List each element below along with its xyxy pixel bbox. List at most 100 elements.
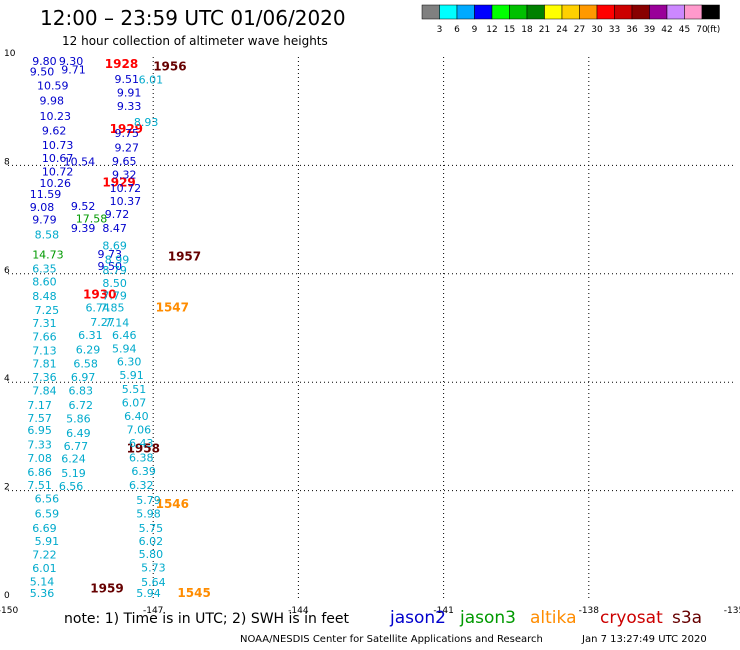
wave-height-label: 5.51 bbox=[122, 383, 146, 396]
color-scale-label: 9 bbox=[472, 25, 478, 35]
wave-height-label: 9.62 bbox=[42, 125, 67, 138]
x-tick-label: -150 bbox=[0, 606, 18, 616]
wave-height-label: 9.65 bbox=[112, 155, 137, 168]
wave-height-label: 9.50 bbox=[98, 260, 123, 273]
x-tick-label: -138 bbox=[579, 606, 600, 616]
wave-height-label: 6.74 bbox=[85, 302, 110, 315]
color-scale-label: 33 bbox=[609, 25, 620, 35]
wave-height-label: 10.67 bbox=[42, 152, 74, 165]
wave-height-label: 6.38 bbox=[129, 451, 154, 464]
wave-height-label: 6.40 bbox=[124, 410, 149, 423]
wave-height-label: 7.33 bbox=[27, 438, 52, 451]
y-tick-label: 8 bbox=[4, 157, 10, 167]
wave-height-label: 6.86 bbox=[27, 466, 52, 479]
pass-time-label: 1546 bbox=[156, 497, 189, 511]
wave-height-label: 7.51 bbox=[27, 479, 52, 492]
wave-height-label: 7.25 bbox=[35, 304, 60, 317]
wave-height-label: 6.69 bbox=[32, 522, 57, 535]
wave-height-label: 6.29 bbox=[76, 343, 101, 356]
pass-time-label: 1930 bbox=[83, 288, 116, 302]
pass-time-label: 1956 bbox=[153, 60, 186, 74]
wave-height-label: 8.58 bbox=[35, 229, 60, 242]
wave-height-label: 7.14 bbox=[105, 316, 130, 329]
wave-height-label: 10.26 bbox=[39, 177, 71, 190]
pass-time-label: 1928 bbox=[105, 57, 138, 71]
pass-time-label: 1959 bbox=[90, 581, 123, 595]
wave-height-label: 6.59 bbox=[35, 508, 60, 521]
wave-height-label: 7.13 bbox=[32, 345, 57, 358]
wave-height-label: 9.72 bbox=[105, 208, 130, 221]
wave-height-label: 7.17 bbox=[27, 399, 52, 412]
wave-height-label: 14.73 bbox=[32, 249, 64, 262]
wave-height-label: 9.32 bbox=[112, 168, 137, 181]
wave-height-label: 8.50 bbox=[102, 277, 127, 290]
wave-height-label: 6.56 bbox=[35, 493, 60, 506]
wave-height-label: 6.01 bbox=[139, 74, 164, 87]
pass-time-label: 1958 bbox=[127, 442, 160, 456]
legend-s3a: s3a bbox=[672, 608, 703, 628]
wave-height-label: 5.91 bbox=[119, 369, 144, 382]
wave-height-label: 5.36 bbox=[30, 587, 54, 600]
color-scale-label: 42 bbox=[661, 25, 672, 35]
wave-height-label: 5.19 bbox=[61, 467, 86, 480]
x-tick-label: -147 bbox=[143, 606, 163, 616]
wave-height-label: 10.73 bbox=[42, 139, 74, 152]
wave-height-label: 6.46 bbox=[112, 329, 137, 342]
wave-height-label: 8.79 bbox=[102, 264, 127, 277]
wave-height-label: 5.73 bbox=[141, 561, 166, 574]
generated-timestamp: Jan 7 13:27:49 UTC 2020 bbox=[582, 634, 707, 645]
wave-height-label: 10.23 bbox=[39, 110, 71, 123]
wave-height-label: 5.94 bbox=[112, 342, 137, 355]
wave-height-label: 5.14 bbox=[30, 575, 54, 588]
wave-height-label: 8.69 bbox=[102, 239, 127, 252]
wave-height-label: 7.22 bbox=[32, 548, 57, 561]
wave-height-label: 10.54 bbox=[64, 155, 96, 168]
color-scale-label: 12 bbox=[486, 25, 497, 35]
wave-height-label: 11.59 bbox=[30, 188, 61, 201]
wave-height-label: 9.30 bbox=[59, 55, 84, 68]
color-scale-label: 15 bbox=[504, 25, 515, 35]
chart-subtitle: 12 hour collection of altimeter wave hei… bbox=[62, 34, 328, 48]
x-tick-label: -135 bbox=[724, 606, 740, 616]
pass-time-label: 1957 bbox=[168, 249, 201, 263]
color-scale-label: 27 bbox=[574, 25, 585, 35]
wave-height-label: 7.08 bbox=[27, 452, 52, 465]
wave-height-label: 9.91 bbox=[117, 87, 141, 100]
legend-cryosat: cryosat bbox=[600, 608, 663, 628]
wave-height-label: 10.37 bbox=[110, 195, 142, 208]
wave-height-label: 6.35 bbox=[32, 263, 57, 276]
legend-jason3: jason3 bbox=[460, 608, 516, 628]
wave-height-label: 7.85 bbox=[100, 302, 125, 315]
wave-height-label: 8.47 bbox=[102, 222, 127, 235]
wave-height-label: 7.36 bbox=[32, 371, 57, 384]
wave-height-label: 10.72 bbox=[110, 182, 142, 195]
wave-height-label: 7.81 bbox=[32, 358, 57, 371]
color-scale-label: 70 bbox=[696, 25, 708, 35]
wave-height-label: 7.57 bbox=[27, 412, 52, 425]
y-tick-label: 6 bbox=[4, 266, 10, 276]
wave-height-label: 7.66 bbox=[32, 330, 57, 343]
wave-height-label: 7.06 bbox=[127, 424, 152, 437]
wave-height-label: 6.77 bbox=[64, 440, 89, 453]
color-scale-label: 45 bbox=[679, 25, 690, 35]
legend-altika: altika bbox=[530, 608, 577, 628]
wave-height-label: 5.79 bbox=[136, 494, 161, 507]
wave-height-label: 8.93 bbox=[134, 116, 159, 129]
y-tick-label: 4 bbox=[4, 374, 10, 384]
wave-height-label: 9.52 bbox=[71, 200, 96, 213]
color-scale-label: 30 bbox=[591, 25, 603, 35]
wave-height-label: 6.97 bbox=[71, 371, 96, 384]
wave-height-label: 6.58 bbox=[73, 358, 98, 371]
wave-height-label: 6.83 bbox=[69, 385, 94, 398]
color-scale-label: 3 bbox=[437, 25, 443, 35]
color-scale-label: 6 bbox=[454, 25, 460, 35]
y-tick-label: 2 bbox=[4, 483, 10, 493]
wave-height-label: 5.86 bbox=[66, 412, 91, 425]
wave-height-label: 7.79 bbox=[102, 289, 127, 302]
y-tick-label: 0 bbox=[4, 591, 10, 601]
wave-height-label: 9.27 bbox=[114, 141, 139, 154]
credit-line: NOAA/NESDIS Center for Satellite Applica… bbox=[240, 634, 543, 645]
wave-height-label: 9.39 bbox=[71, 222, 96, 235]
wave-height-label: 10.59 bbox=[37, 80, 69, 93]
